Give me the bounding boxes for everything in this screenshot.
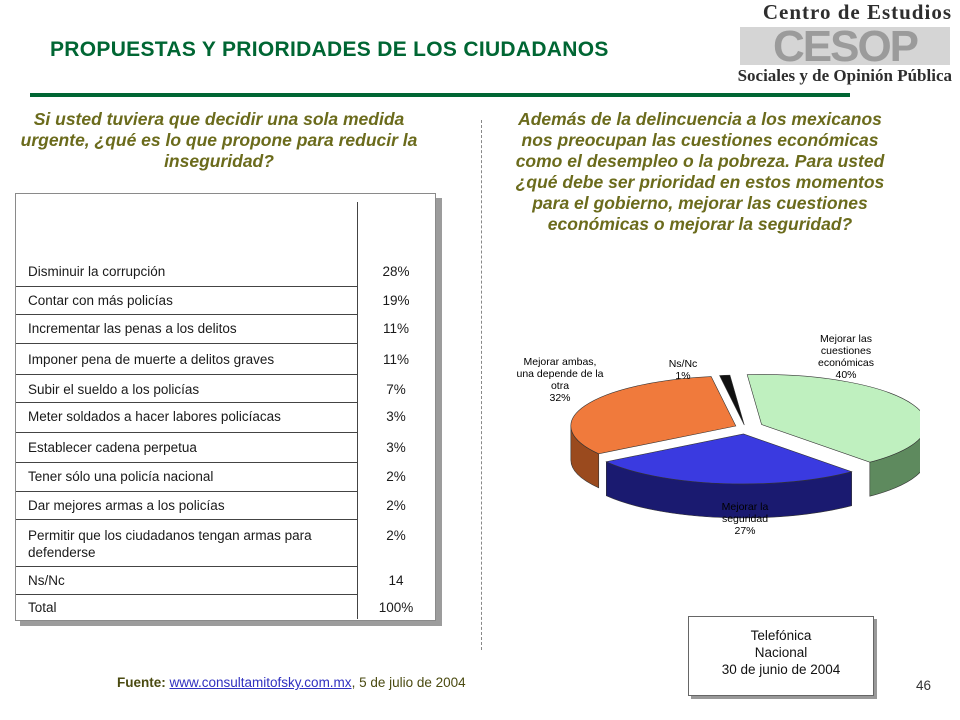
row-label: Permitir que los ciudadanos tengan armas…: [28, 528, 312, 560]
row-label: Subir el sueldo a los policías: [28, 382, 200, 397]
label-ambas: Mejorar ambas, una depende de la otra 32…: [517, 356, 604, 404]
pie-slice: [746, 374, 920, 463]
label-ambas-value: 32%: [549, 392, 570, 404]
source-date: , 5 de julio de 2004: [351, 675, 466, 690]
row-label: Contar con más policías: [28, 293, 173, 308]
row-value: 2%: [386, 498, 406, 513]
label-seg-line: Mejorar la: [722, 501, 769, 513]
row-label: Imponer pena de muerte a delitos graves: [28, 352, 275, 367]
row-rule: [16, 519, 357, 520]
row-value: 14: [388, 573, 404, 588]
label-seg-line: seguridad: [722, 513, 768, 525]
row-rule: [16, 314, 357, 315]
note-line: 30 de junio de 2004: [721, 662, 841, 677]
row-value: 11%: [382, 352, 410, 367]
label-nsnc-value: 1%: [675, 370, 690, 382]
row-label: Incrementar las penas a los delitos: [28, 321, 237, 336]
column-divider: [481, 120, 482, 650]
note-line: Nacional: [754, 645, 808, 660]
row-rule: [16, 374, 357, 375]
label-nsnc: Ns/Nc 1%: [669, 358, 698, 382]
note-line: Telefónica: [750, 628, 812, 643]
right-question: Además de la delincuencia a los mexicano…: [515, 109, 885, 234]
table-column-rule: [357, 202, 358, 619]
row-value: 2%: [386, 528, 406, 543]
label-seg-value: 27%: [734, 525, 755, 537]
label-econ-line: cuestiones: [821, 345, 871, 357]
row-label: Meter soldados a hacer labores policíaca…: [28, 409, 281, 424]
logo-mark: CESOP: [740, 22, 950, 71]
label-econ-value: 40%: [835, 369, 856, 381]
left-question: Si usted tuviera que decidir una sola me…: [20, 109, 418, 171]
row-value: 11%: [382, 321, 410, 336]
svg-text:CESOP: CESOP: [773, 22, 918, 71]
pie-slice: [719, 374, 745, 426]
row-value: 2%: [386, 469, 406, 484]
row-value: 100%: [378, 600, 414, 615]
label-nsnc-line: Ns/Nc: [669, 358, 698, 370]
title-rule: [30, 93, 850, 97]
cesop-logo: Centro de Estudios CESOP Sociales y de O…: [738, 0, 960, 95]
row-rule: [16, 594, 357, 595]
source-line: Fuente: www.consultamitofsky.com.mx, 5 d…: [117, 675, 466, 690]
page-number: 46: [916, 678, 932, 693]
row-rule: [16, 566, 357, 567]
row-label: Total: [28, 600, 57, 615]
pie-slice: [570, 376, 737, 455]
row-value: 3%: [386, 440, 406, 455]
label-ambas-line: Mejorar ambas,: [524, 356, 597, 368]
label-econ-line: económicas: [818, 357, 874, 369]
pie-slice: [605, 433, 853, 485]
logo-line2: Sociales y de Opinión Pública: [737, 66, 952, 85]
row-rule: [16, 402, 357, 403]
row-value: 28%: [382, 264, 410, 279]
logo-line1: Centro de Estudios: [762, 0, 952, 24]
row-rule: [16, 432, 357, 433]
source-label: Fuente:: [117, 675, 166, 690]
label-ambas-line: una depende de la: [517, 368, 604, 380]
row-label: Tener sólo una policía nacional: [28, 469, 214, 484]
row-rule: [16, 343, 357, 344]
row-label: Ns/Nc: [28, 573, 65, 588]
survey-note: Telefónica Nacional 30 de junio de 2004: [688, 616, 874, 696]
priority-pie-chart: Mejorar las cuestiones económicas 40% Me…: [517, 333, 920, 537]
row-label: Disminuir la corrupción: [28, 264, 166, 279]
label-econ: Mejorar las cuestiones económicas 40%: [818, 333, 874, 381]
label-ambas-line: otra: [551, 380, 569, 392]
label-seg: Mejorar la seguridad 27%: [722, 501, 769, 537]
row-value: 3%: [386, 409, 406, 424]
row-rule: [16, 462, 357, 463]
row-label: Dar mejores armas a los policías: [28, 498, 225, 513]
row-value: 19%: [382, 293, 410, 308]
proposals-table: Disminuir la corrupción 28% Contar con m…: [15, 193, 436, 621]
source-link[interactable]: www.consultamitofsky.com.mx: [169, 675, 352, 690]
row-rule: [16, 286, 357, 287]
row-value: 7%: [386, 382, 406, 397]
label-econ-line: Mejorar las: [820, 333, 872, 345]
page-title: PROPUESTAS Y PRIORIDADES DE LOS CIUDADAN…: [50, 38, 609, 61]
row-rule: [16, 491, 357, 492]
row-label: Establecer cadena perpetua: [28, 440, 197, 455]
